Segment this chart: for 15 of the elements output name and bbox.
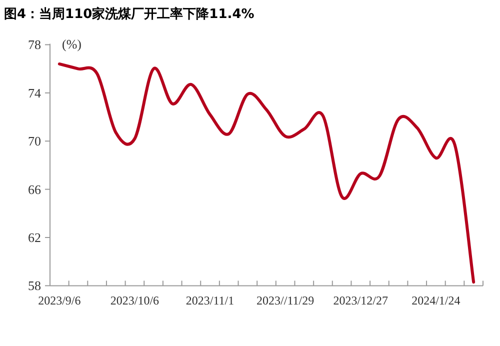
- chart-title: 图4：当周110家洗煤厂开工率下降11.4%: [4, 6, 254, 22]
- line-series: [58, 62, 476, 284]
- y-tick-label: 74: [28, 85, 42, 100]
- x-tick-label: 2023/10/6: [110, 294, 160, 308]
- x-tick-label: 2023/9/6: [38, 294, 81, 308]
- y-tick-label: 78: [28, 37, 41, 52]
- y-tick-label: 70: [28, 134, 41, 149]
- x-tick-label: 2023/12/27: [333, 294, 388, 308]
- x-tick-label: 2023/11/1: [186, 294, 234, 308]
- y-axis-title: (%): [62, 36, 82, 52]
- y-tick-label: 62: [28, 230, 41, 245]
- x-tick-label: 2023//11/29: [256, 294, 314, 308]
- y-tick-label: 58: [28, 278, 41, 294]
- x-tick-label: 2024/1/24: [412, 294, 460, 308]
- y-tick-label: 66: [28, 182, 42, 197]
